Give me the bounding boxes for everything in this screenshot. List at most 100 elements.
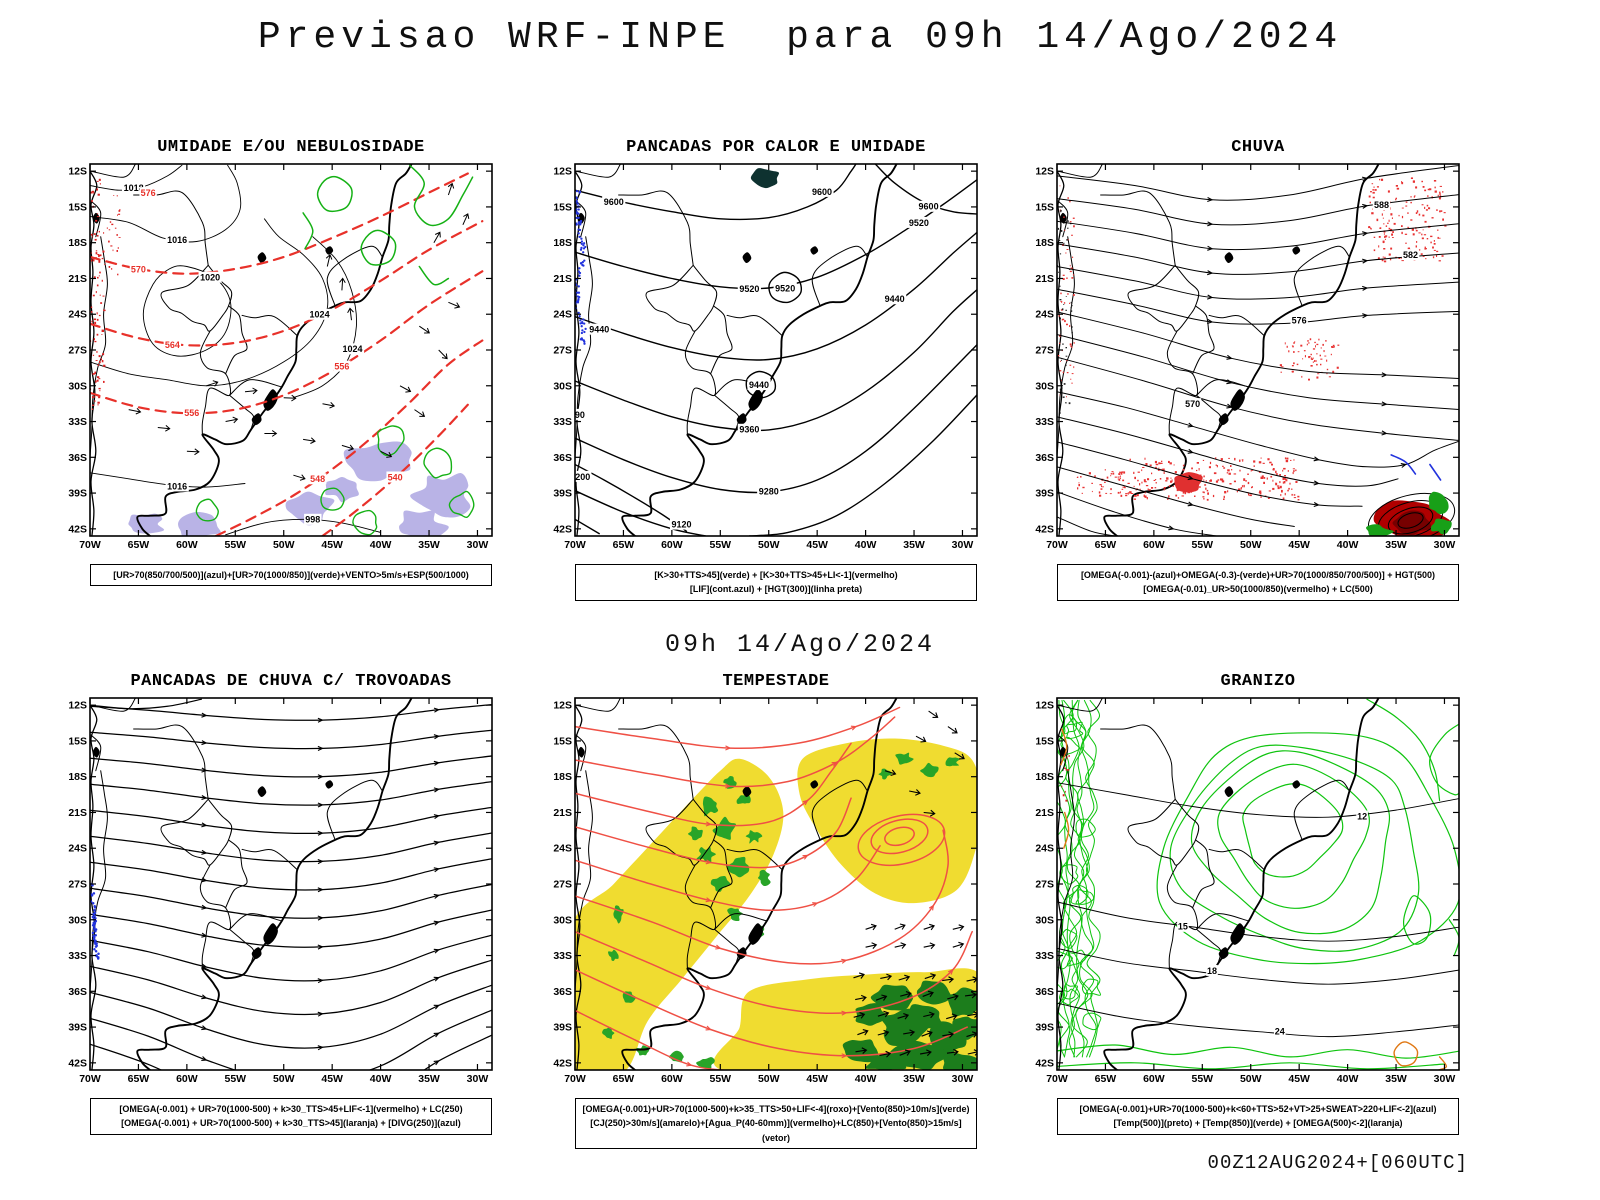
svg-text:12S: 12S (1035, 166, 1054, 178)
svg-text:18S: 18S (1035, 771, 1054, 783)
svg-text:564: 564 (165, 340, 180, 350)
svg-text:15S: 15S (1035, 735, 1054, 747)
legend-line: [OMEGA(-0.001) + UR>70(1000-500) + k>30_… (119, 1104, 463, 1114)
svg-text:40W: 40W (370, 1073, 392, 1085)
panel-title-granizo: GRANIZO (1220, 672, 1296, 691)
svg-text:55W: 55W (710, 1073, 732, 1085)
svg-text:55W: 55W (225, 1073, 247, 1085)
svg-text:556: 556 (334, 361, 349, 371)
svg-text:40W: 40W (1337, 1073, 1359, 1085)
legend-line: [CJ(250)>30m/s](amarelo)+[Agua_P(40-60mm… (590, 1118, 962, 1143)
svg-text:27S: 27S (553, 345, 572, 357)
svg-text:36S: 36S (68, 452, 87, 464)
svg-text:24S: 24S (1035, 843, 1054, 855)
map-pancadas-calor: 9600 9600 9600 9520 9520 9520 9440 9440 9440 9360… (553, 163, 978, 551)
svg-text:65W: 65W (613, 539, 635, 551)
map-trovoadas: 12S 15S 18S 21S 24S 27S 30S 33S 36S 39S 42S 70W 65W 6… (68, 697, 493, 1085)
svg-text:30W: 30W (952, 1073, 974, 1085)
svg-text:1024: 1024 (342, 344, 362, 354)
svg-text:24S: 24S (553, 309, 572, 321)
panel-title-trovoadas: PANCADAS DE CHUVA C/ TROVOADAS (130, 672, 452, 691)
legend-line: [OMEGA(-0.001)-(azul)+OMEGA(-0.3)-(verde… (1080, 570, 1436, 580)
svg-text:582: 582 (1403, 250, 1418, 260)
svg-text:18S: 18S (68, 237, 87, 249)
svg-text:65W: 65W (613, 1073, 635, 1085)
legend-chuva: [OMEGA(-0.001)-(azul)+OMEGA(-0.3)-(verde… (1057, 564, 1459, 601)
svg-text:35W: 35W (903, 539, 925, 551)
legend-line: [Temp(500)](preto) + [Temp(850)](verde) … (1113, 1118, 1403, 1129)
svg-text:45W: 45W (1288, 1073, 1310, 1085)
svg-text:36S: 36S (68, 986, 87, 998)
svg-text:15: 15 (1178, 922, 1188, 932)
svg-text:570: 570 (1185, 399, 1200, 409)
svg-text:65W: 65W (1095, 539, 1117, 551)
svg-text:42S: 42S (553, 1057, 572, 1069)
svg-text:9280: 9280 (759, 487, 779, 497)
legend-line: [OMEGA(-0.001)+UR>70(1000-500)+k>35_TTS>… (582, 1104, 970, 1114)
svg-text:12: 12 (1357, 811, 1367, 821)
svg-text:30S: 30S (1035, 914, 1054, 926)
svg-text:21S: 21S (1035, 807, 1054, 819)
svg-text:30W: 30W (467, 1073, 489, 1085)
panel-title-umidade: UMIDADE E/OU NEBULOSIDADE (157, 138, 425, 157)
svg-text:21S: 21S (553, 273, 572, 285)
svg-text:70W: 70W (79, 1073, 101, 1085)
svg-text:40W: 40W (855, 539, 877, 551)
svg-text:60W: 60W (176, 539, 198, 551)
svg-text:36S: 36S (1035, 986, 1054, 998)
svg-text:42S: 42S (68, 1057, 87, 1069)
panel-chuva: CHUVA 588 582 576 570 12S 15S 18S 21S 24S 27S 30S 3… (1027, 138, 1471, 601)
panel-granizo: GRANIZO 12 15 18 24 12S 15S 18S 21S 24S 27S 30S 33S… (1027, 672, 1471, 1135)
svg-text:1018: 1018 (124, 183, 144, 193)
svg-text:42S: 42S (553, 523, 572, 535)
svg-text:998: 998 (305, 515, 320, 525)
legend-line: [OMEGA(-0.01)_UR>50(1000/850)(vermelho) … (1143, 584, 1373, 595)
svg-text:540: 540 (388, 472, 403, 482)
svg-text:39S: 39S (553, 488, 572, 500)
svg-text:9600: 9600 (919, 202, 939, 212)
svg-text:18S: 18S (553, 771, 572, 783)
svg-text:9600: 9600 (812, 187, 832, 197)
map-granizo: 12 15 18 24 12S 15S 18S 21S 24S 27S 30S 33S 36S 39S 42… (1035, 697, 1460, 1085)
svg-text:42S: 42S (1035, 523, 1054, 535)
svg-text:45W: 45W (1288, 539, 1310, 551)
svg-text:40W: 40W (370, 539, 392, 551)
svg-text:45W: 45W (321, 1073, 343, 1085)
svg-text:55W: 55W (1192, 539, 1214, 551)
svg-text:15S: 15S (68, 201, 87, 213)
svg-text:33S: 33S (1035, 950, 1054, 962)
svg-text:27S: 27S (553, 879, 572, 891)
svg-text:18S: 18S (553, 237, 572, 249)
svg-text:24: 24 (1275, 1027, 1285, 1037)
svg-text:33S: 33S (553, 950, 572, 962)
svg-text:18S: 18S (68, 771, 87, 783)
svg-text:35W: 35W (1385, 539, 1407, 551)
svg-text:60W: 60W (661, 539, 683, 551)
svg-text:12S: 12S (68, 166, 87, 178)
legend-line: [OMEGA(-0.001)+UR>70(1000-500)+k<60+TTS>… (1079, 1104, 1437, 1114)
svg-text:9440: 9440 (885, 294, 905, 304)
svg-text:9440: 9440 (589, 325, 609, 335)
svg-text:70W: 70W (79, 539, 101, 551)
svg-text:1020: 1020 (200, 273, 220, 283)
svg-text:60W: 60W (1143, 539, 1165, 551)
svg-text:24S: 24S (553, 843, 572, 855)
svg-text:50W: 50W (273, 539, 295, 551)
svg-text:50W: 50W (1240, 539, 1262, 551)
svg-text:21S: 21S (68, 273, 87, 285)
svg-text:24S: 24S (68, 309, 87, 321)
svg-text:50W: 50W (273, 1073, 295, 1085)
svg-text:33S: 33S (68, 416, 87, 428)
svg-text:39S: 39S (68, 488, 87, 500)
svg-text:36S: 36S (553, 986, 572, 998)
svg-text:40W: 40W (1337, 539, 1359, 551)
svg-text:33S: 33S (553, 416, 572, 428)
svg-text:30S: 30S (68, 914, 87, 926)
svg-text:9600: 9600 (604, 197, 624, 207)
legend-line: [K>30+TTS>45](verde) + [K>30+TTS>45+LI<-… (654, 570, 898, 580)
panel-pancadas-calor: PANCADAS POR CALOR E UMIDADE 9600 9600 960… (545, 138, 989, 601)
svg-text:15S: 15S (553, 201, 572, 213)
legend-line: [UR>70(850/700/500)](azul)+[UR>70(1000/8… (113, 570, 469, 580)
svg-text:50W: 50W (758, 1073, 780, 1085)
svg-text:30S: 30S (553, 380, 572, 392)
